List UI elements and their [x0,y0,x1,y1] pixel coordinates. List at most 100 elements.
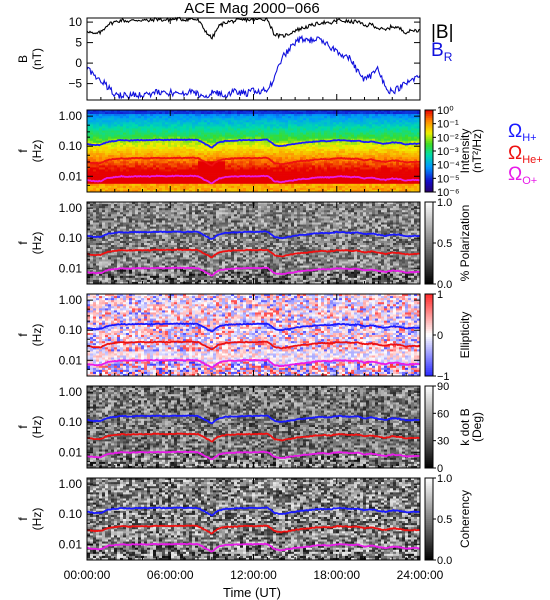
spectrogram-cell [333,183,337,187]
spectrogram-cell [111,136,115,140]
spectrogram-cell [408,151,412,154]
spectrogram-cell [390,118,394,121]
spectrogram-cell [414,175,418,178]
spectrogram-cell [411,175,415,178]
spectrogram-cell [216,165,220,168]
spectrogram-cell [195,183,199,187]
spectrogram-cell [414,122,418,125]
spectrogram-cell [291,116,295,119]
spectrogram-cell [285,118,289,121]
spectrogram-cell [411,128,415,131]
spectrogram-cell [207,151,211,154]
spectrogram-cell [402,118,406,121]
spectrogram-cell [153,167,157,170]
colorbar-cell [425,189,433,193]
spectrogram-cell [114,253,118,256]
spectrogram-cell [105,165,109,168]
spectrogram-cell [363,122,367,125]
spectrogram-cell [228,151,232,154]
spectrogram-cell [408,116,412,119]
spectrogram-cell [123,116,127,119]
spectrogram-cell [411,177,415,181]
spectrogram-cell [264,142,268,146]
spectrogram-cell [306,136,310,140]
spectrogram-cell [348,130,352,133]
spectrogram-cell [219,134,223,137]
spectrogram-cell [273,167,277,170]
spectrogram-cell [393,126,397,129]
spectrogram-cell [177,155,181,158]
spectrogram-cell [249,130,253,133]
spectrogram-cell [267,126,271,129]
spectrogram-cell [249,171,253,174]
spectrogram-cell [405,120,409,123]
spectrogram-cell [291,148,295,152]
spectrogram-cell [87,175,91,178]
spectrogram-cell [129,179,133,183]
spectrogram-cell [321,181,325,185]
spectrogram-cell [207,157,211,160]
spectrogram-cell [171,116,175,119]
spectrogram-cell [138,136,142,140]
spectrogram-cell [306,114,310,117]
spectrogram-cell [195,151,199,154]
spectrogram-cell [189,146,193,150]
spectrogram-cell [330,187,334,191]
spectrogram-cell [276,132,280,135]
spectrogram-cell [123,253,127,256]
spectrogram-cell [249,167,253,170]
spectrogram-cell [258,167,262,170]
spectrogram-cell [219,122,223,125]
spectrogram-cell [141,120,145,123]
spectrogram-cell [267,165,271,168]
spectrogram-cell [114,155,118,158]
spectrogram-cell [288,155,292,158]
spectrogram-cell [324,173,328,176]
spectrogram-cell [417,132,421,135]
spectrogram-cell [264,130,268,133]
spectrogram-cell [186,146,190,150]
spectrogram-cell [120,128,124,131]
spectrogram-cell [195,120,199,123]
spectrogram-cell [327,112,331,115]
spectrogram-cell [159,122,163,125]
spectrogram-cell [150,132,154,135]
spectrogram-cell [252,116,256,119]
spectrogram-cell [195,118,199,121]
spectrogram-cell [375,155,379,158]
spectrogram-cell [273,189,277,193]
spectrogram-cell [117,128,121,131]
spectrogram-cell [222,173,226,176]
spectrogram-cell [147,144,151,148]
spectrogram-cell [183,181,187,185]
spectrogram-cell [108,261,112,264]
spectrogram-cell [375,126,379,129]
spectrogram-cell [225,142,229,146]
spectrogram-cell [246,153,250,156]
spectrogram-cell [108,222,112,225]
spectrogram-cell [153,153,157,156]
spectrogram-cell [318,163,322,166]
spectrogram-cell [315,165,319,168]
spectrogram-cell [141,153,145,156]
spectrogram-cell [93,249,97,252]
spectrogram-cell [93,187,97,191]
spectrogram-cell [135,126,139,129]
spectrogram-cell [267,130,271,133]
spectrogram-cell [369,169,373,172]
spectrogram-cell [339,173,343,176]
spectrogram-cell [120,155,124,158]
colorbar-cell [425,161,433,164]
spectrogram-cell [393,118,397,121]
spectrogram-cell [306,130,310,133]
spectrogram-cell [357,130,361,133]
spectrogram-cell [414,148,418,152]
spectrogram-cell [231,110,235,113]
spectrogram-cell [288,177,292,181]
spectrogram-cell [339,177,343,181]
spectrogram-cell [378,114,382,117]
spectrogram-cell [282,151,286,154]
spectrogram-cell [213,159,217,162]
spectrogram-cell [261,183,265,187]
spectrogram-cell [297,181,301,185]
